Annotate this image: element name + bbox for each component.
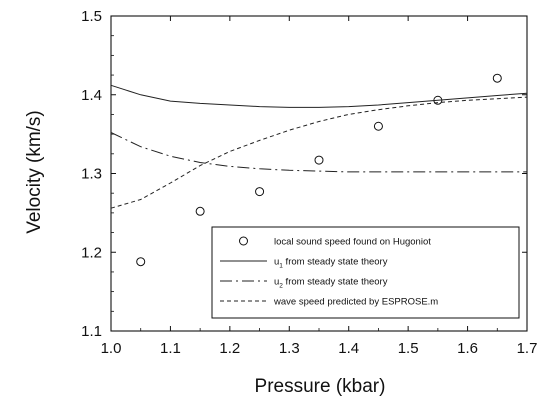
legend-label: local sound speed found on Hugoniot — [274, 237, 431, 248]
series-layer — [110, 73, 528, 267]
x-tick-label: 1.4 — [338, 340, 359, 357]
data-point — [492, 73, 502, 83]
y-tick-label: 1.3 — [81, 166, 102, 183]
legend-label-main: u — [274, 277, 279, 288]
legend: local sound speed found on Hugoniot u1 fr… — [211, 226, 520, 319]
legend-label-rest: from steady state theory — [283, 277, 388, 288]
y-tick-label: 1.2 — [81, 244, 102, 261]
sound-speed-points — [136, 73, 502, 267]
series-line-1 — [110, 84, 528, 108]
axis-tick-labels: 1.0 1.1 1.2 1.3 1.4 1.5 1.6 1.71.11.21.31.41.5 — [81, 8, 537, 357]
axis-ticks — [110, 15, 528, 332]
x-tick-label: 1.1 — [160, 340, 181, 357]
data-point — [255, 187, 265, 197]
legend-label: u2 from steady state theory — [274, 277, 388, 290]
y-tick-label: 1.4 — [81, 87, 102, 104]
x-tick-label: 1.5 — [398, 340, 419, 357]
y-tick-label: 1.1 — [81, 323, 102, 340]
x-tick-label: 1.6 — [457, 340, 478, 357]
y-axis-title: Velocity (km/s) — [24, 110, 45, 234]
data-point — [373, 121, 383, 131]
x-tick-label: 1.3 — [279, 340, 300, 357]
legend-box — [211, 226, 520, 319]
series-line-2 — [110, 132, 527, 173]
x-tick-label: 1.2 — [219, 340, 240, 357]
data-point — [195, 206, 205, 216]
x-tick-label: 1.0 — [101, 340, 122, 357]
data-point — [136, 257, 146, 267]
legend-label: u1 from steady state theory — [274, 257, 388, 270]
legend-label: wave speed predicted by ESPROSE.m — [273, 297, 438, 308]
legend-label-subscript: 2 — [279, 283, 283, 290]
legend-label-subscript: 1 — [279, 263, 283, 270]
x-tick-label: 1.7 — [517, 340, 538, 357]
legend-label-rest: from steady state theory — [283, 257, 388, 268]
y-tick-label: 1.5 — [81, 8, 102, 25]
x-axis-title: Pressure (kbar) — [255, 376, 386, 397]
data-point — [314, 155, 324, 165]
series-line-3 — [110, 96, 528, 209]
legend-marker-circle — [239, 236, 248, 246]
legend-label-main: u — [274, 257, 279, 268]
